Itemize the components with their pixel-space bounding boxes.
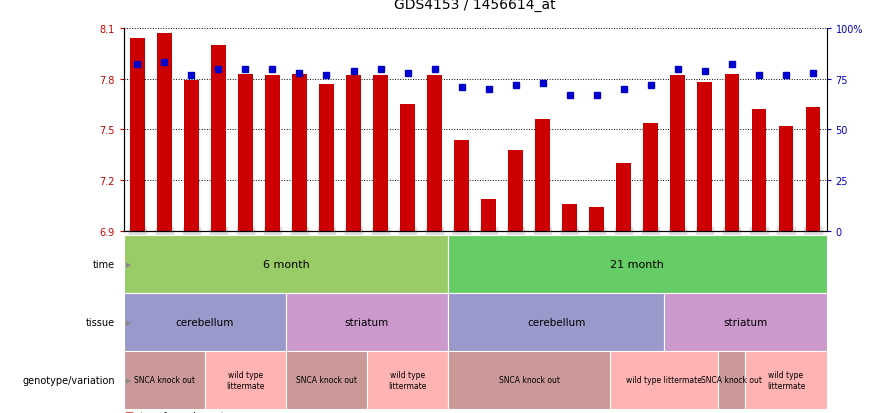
Text: SNCA knock out: SNCA knock out [296,375,357,385]
Bar [292,74,307,231]
Text: GDS4153 / 1456614_at: GDS4153 / 1456614_at [394,0,556,12]
Text: ▶: ▶ [126,377,131,383]
Bar [211,46,225,231]
Bar [562,204,577,231]
Bar [265,76,280,231]
Text: SNCA knock out: SNCA knock out [133,375,194,385]
Bar [670,76,685,231]
Bar [346,76,361,231]
Text: genotype/variation: genotype/variation [22,375,115,385]
Text: ■: ■ [124,410,133,413]
Text: SNCA knock out: SNCA knock out [701,375,762,385]
Text: transformed count: transformed count [140,411,224,413]
Text: 21 month: 21 month [610,259,664,269]
Bar [779,127,794,231]
Text: wild type littermate: wild type littermate [627,375,702,385]
Bar [616,164,631,231]
Text: striatum: striatum [723,317,767,327]
Bar [319,85,334,231]
Bar [130,39,145,231]
Text: striatum: striatum [345,317,389,327]
Bar [427,76,442,231]
Text: wild type
littermate: wild type littermate [226,370,264,389]
Text: cerebellum: cerebellum [176,317,234,327]
Text: ▶: ▶ [126,261,131,267]
Bar [751,110,766,231]
Bar [481,199,496,231]
Text: tissue: tissue [86,317,115,327]
Text: wild type
littermate: wild type littermate [766,370,805,389]
Bar [400,105,415,231]
Bar [373,76,388,231]
Bar [454,140,469,231]
Text: time: time [93,259,115,269]
Bar [536,120,550,231]
Text: cerebellum: cerebellum [527,317,585,327]
Bar [644,123,659,231]
Bar [156,34,171,231]
Bar [590,208,605,231]
Text: ▶: ▶ [126,319,131,325]
Bar [238,74,253,231]
Text: 6 month: 6 month [263,259,309,269]
Bar [725,74,739,231]
Text: SNCA knock out: SNCA knock out [499,375,560,385]
Bar [697,83,713,231]
Text: wild type
littermate: wild type littermate [388,370,427,389]
Bar [508,150,523,231]
Bar [184,81,199,231]
Bar [805,108,820,231]
